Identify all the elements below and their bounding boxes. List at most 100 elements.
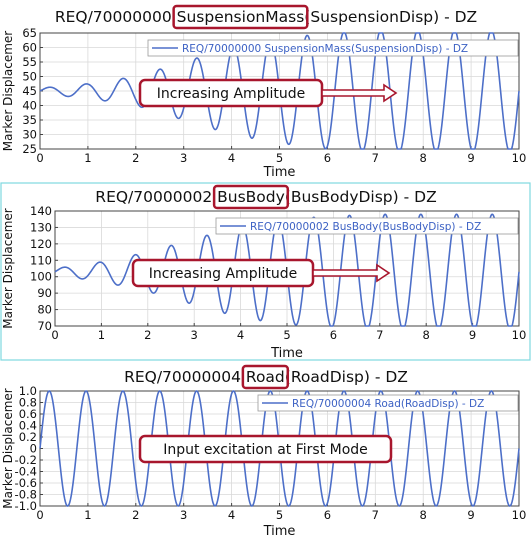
x-tick-label: 3 bbox=[180, 508, 187, 522]
title-suffix: (SuspensionDisp) - DZ bbox=[304, 8, 477, 26]
x-tick-label: 4 bbox=[228, 151, 235, 165]
x-tick-label: 4 bbox=[237, 328, 244, 342]
title-prefix: REQ/70000000 bbox=[55, 8, 177, 26]
legend: REQ/70000004 Road(RoadDisp) - DZ bbox=[257, 394, 519, 412]
x-tick-label: 7 bbox=[372, 151, 379, 165]
y-tick-label: 100 bbox=[30, 270, 52, 284]
arrow-right-icon bbox=[312, 263, 391, 283]
chart-title: REQ/70000000 SuspensionMass(SuspensionDi… bbox=[55, 8, 477, 26]
y-tick-label: 0.6 bbox=[19, 407, 37, 421]
x-tick-label: 0 bbox=[36, 151, 43, 165]
legend-box bbox=[215, 217, 519, 235]
x-tick-label: 2 bbox=[132, 508, 139, 522]
y-axis-label: Marker Displacemer bbox=[1, 208, 15, 328]
x-tick-label: 8 bbox=[420, 508, 427, 522]
y-tick-label: 45 bbox=[22, 84, 37, 98]
title-prefix: REQ/70000004 bbox=[124, 368, 246, 386]
x-tick-label: 6 bbox=[330, 328, 337, 342]
y-tick-label: 120 bbox=[30, 237, 52, 251]
y-tick-label: -0.2 bbox=[15, 453, 37, 467]
legend-label: REQ/70000002 BusBody(BusBodyDisp) - DZ bbox=[250, 221, 481, 233]
annotation-label: Increasing Amplitude bbox=[149, 266, 297, 282]
annotation-box bbox=[138, 434, 393, 464]
x-tick-label: 10 bbox=[512, 508, 527, 522]
x-tick-label: 1 bbox=[98, 328, 105, 342]
y-tick-label: 40 bbox=[22, 99, 37, 113]
y-tick-label: 35 bbox=[22, 113, 37, 127]
y-tick-label: 0 bbox=[30, 442, 37, 456]
y-tick-label: 0.8 bbox=[19, 396, 37, 410]
y-tick-label: 50 bbox=[22, 70, 37, 84]
x-tick-label: 0 bbox=[36, 508, 43, 522]
x-tick-label: 0 bbox=[51, 328, 58, 342]
legend-box bbox=[257, 394, 519, 412]
x-tick-label: 9 bbox=[467, 508, 474, 522]
x-tick-label: 6 bbox=[324, 151, 331, 165]
x-tick-label: 8 bbox=[420, 151, 427, 165]
y-tick-label: -1.0 bbox=[15, 499, 37, 513]
x-tick-label: 1 bbox=[84, 151, 91, 165]
legend-label: REQ/70000000 SuspensionMass(SuspensionDi… bbox=[182, 43, 468, 55]
x-tick-label: 2 bbox=[144, 328, 151, 342]
x-tick-label: 1 bbox=[84, 508, 91, 522]
y-tick-label: 55 bbox=[22, 55, 37, 69]
chart-title: REQ/70000002 BusBody(BusBodyDisp) - DZ bbox=[95, 188, 436, 206]
legend-box bbox=[147, 39, 519, 57]
arrow-right-icon bbox=[321, 83, 398, 103]
x-tick-label: 4 bbox=[228, 508, 235, 522]
x-tick-label: 3 bbox=[180, 151, 187, 165]
legend-label: REQ/70000004 Road(RoadDisp) - DZ bbox=[292, 398, 484, 410]
y-tick-label: 1.0 bbox=[19, 384, 37, 398]
y-tick-label: 25 bbox=[22, 142, 37, 156]
bus-body-chart: REQ/70000002 BusBody(BusBodyDisp) - DZ 0 1… bbox=[0, 182, 531, 361]
x-tick-label: 10 bbox=[512, 328, 527, 342]
y-tick-label: 80 bbox=[37, 303, 52, 317]
y-tick-label: -0.6 bbox=[15, 476, 37, 490]
x-axis-label: Time bbox=[270, 346, 303, 361]
road-chart: REQ/70000004 Road(RoadDisp) - DZ 0 1 2 3 4 5 6 7… bbox=[1, 364, 527, 539]
y-tick-label: 60 bbox=[22, 41, 37, 55]
title-highlight: Road bbox=[246, 368, 285, 386]
x-tick-label: 7 bbox=[372, 508, 379, 522]
x-tick-label: 6 bbox=[324, 508, 331, 522]
x-tick-label: 5 bbox=[283, 328, 290, 342]
y-tick-label: 130 bbox=[30, 220, 52, 234]
title-highlight: BusBody bbox=[217, 188, 285, 206]
x-tick-label: 5 bbox=[276, 508, 283, 522]
x-axis-label: Time bbox=[263, 165, 296, 180]
suspension-mass-chart: REQ/70000000 SuspensionMass(SuspensionDi… bbox=[1, 4, 527, 180]
y-axis-label: Marker Displacemer bbox=[1, 388, 15, 508]
title-suffix: (RoadDisp) - DZ bbox=[285, 368, 408, 386]
legend: REQ/70000000 SuspensionMass(SuspensionDi… bbox=[147, 39, 519, 57]
title-highlight-box bbox=[172, 4, 309, 30]
y-tick-label: 30 bbox=[22, 128, 37, 142]
x-tick-label: 8 bbox=[423, 328, 430, 342]
title-highlight-box bbox=[241, 364, 290, 390]
y-tick-label: 140 bbox=[30, 204, 52, 218]
y-tick-label: 65 bbox=[22, 26, 37, 40]
x-tick-label: 9 bbox=[469, 328, 476, 342]
y-axis-label: Marker Displacemer bbox=[1, 31, 15, 151]
annotation-label: Input excitation at First Mode bbox=[163, 442, 368, 458]
y-tick-label: -0.8 bbox=[15, 488, 37, 502]
chart-title: REQ/70000004 Road(RoadDisp) - DZ bbox=[124, 368, 408, 386]
x-tick-label: 9 bbox=[467, 151, 474, 165]
x-tick-label: 3 bbox=[191, 328, 198, 342]
y-tick-label: 0.2 bbox=[19, 430, 37, 444]
x-axis-label: Time bbox=[263, 524, 296, 539]
annotation-label: Increasing Amplitude bbox=[157, 86, 305, 102]
x-tick-label: 7 bbox=[376, 328, 383, 342]
y-tick-label: -0.4 bbox=[15, 465, 37, 479]
title-highlight-box bbox=[212, 184, 290, 210]
x-tick-label: 10 bbox=[512, 151, 527, 165]
y-tick-label: 70 bbox=[37, 319, 52, 333]
y-tick-label: 110 bbox=[30, 253, 52, 267]
x-tick-label: 5 bbox=[276, 151, 283, 165]
y-tick-label: 0.4 bbox=[19, 419, 37, 433]
title-suffix: (BusBodyDisp) - DZ bbox=[285, 188, 437, 206]
panel-frame bbox=[0, 182, 531, 361]
x-tick-label: 2 bbox=[132, 151, 139, 165]
title-prefix: REQ/70000002 bbox=[95, 188, 217, 206]
title-highlight: SuspensionMass bbox=[177, 8, 305, 26]
legend: REQ/70000002 BusBody(BusBodyDisp) - DZ bbox=[215, 217, 519, 235]
